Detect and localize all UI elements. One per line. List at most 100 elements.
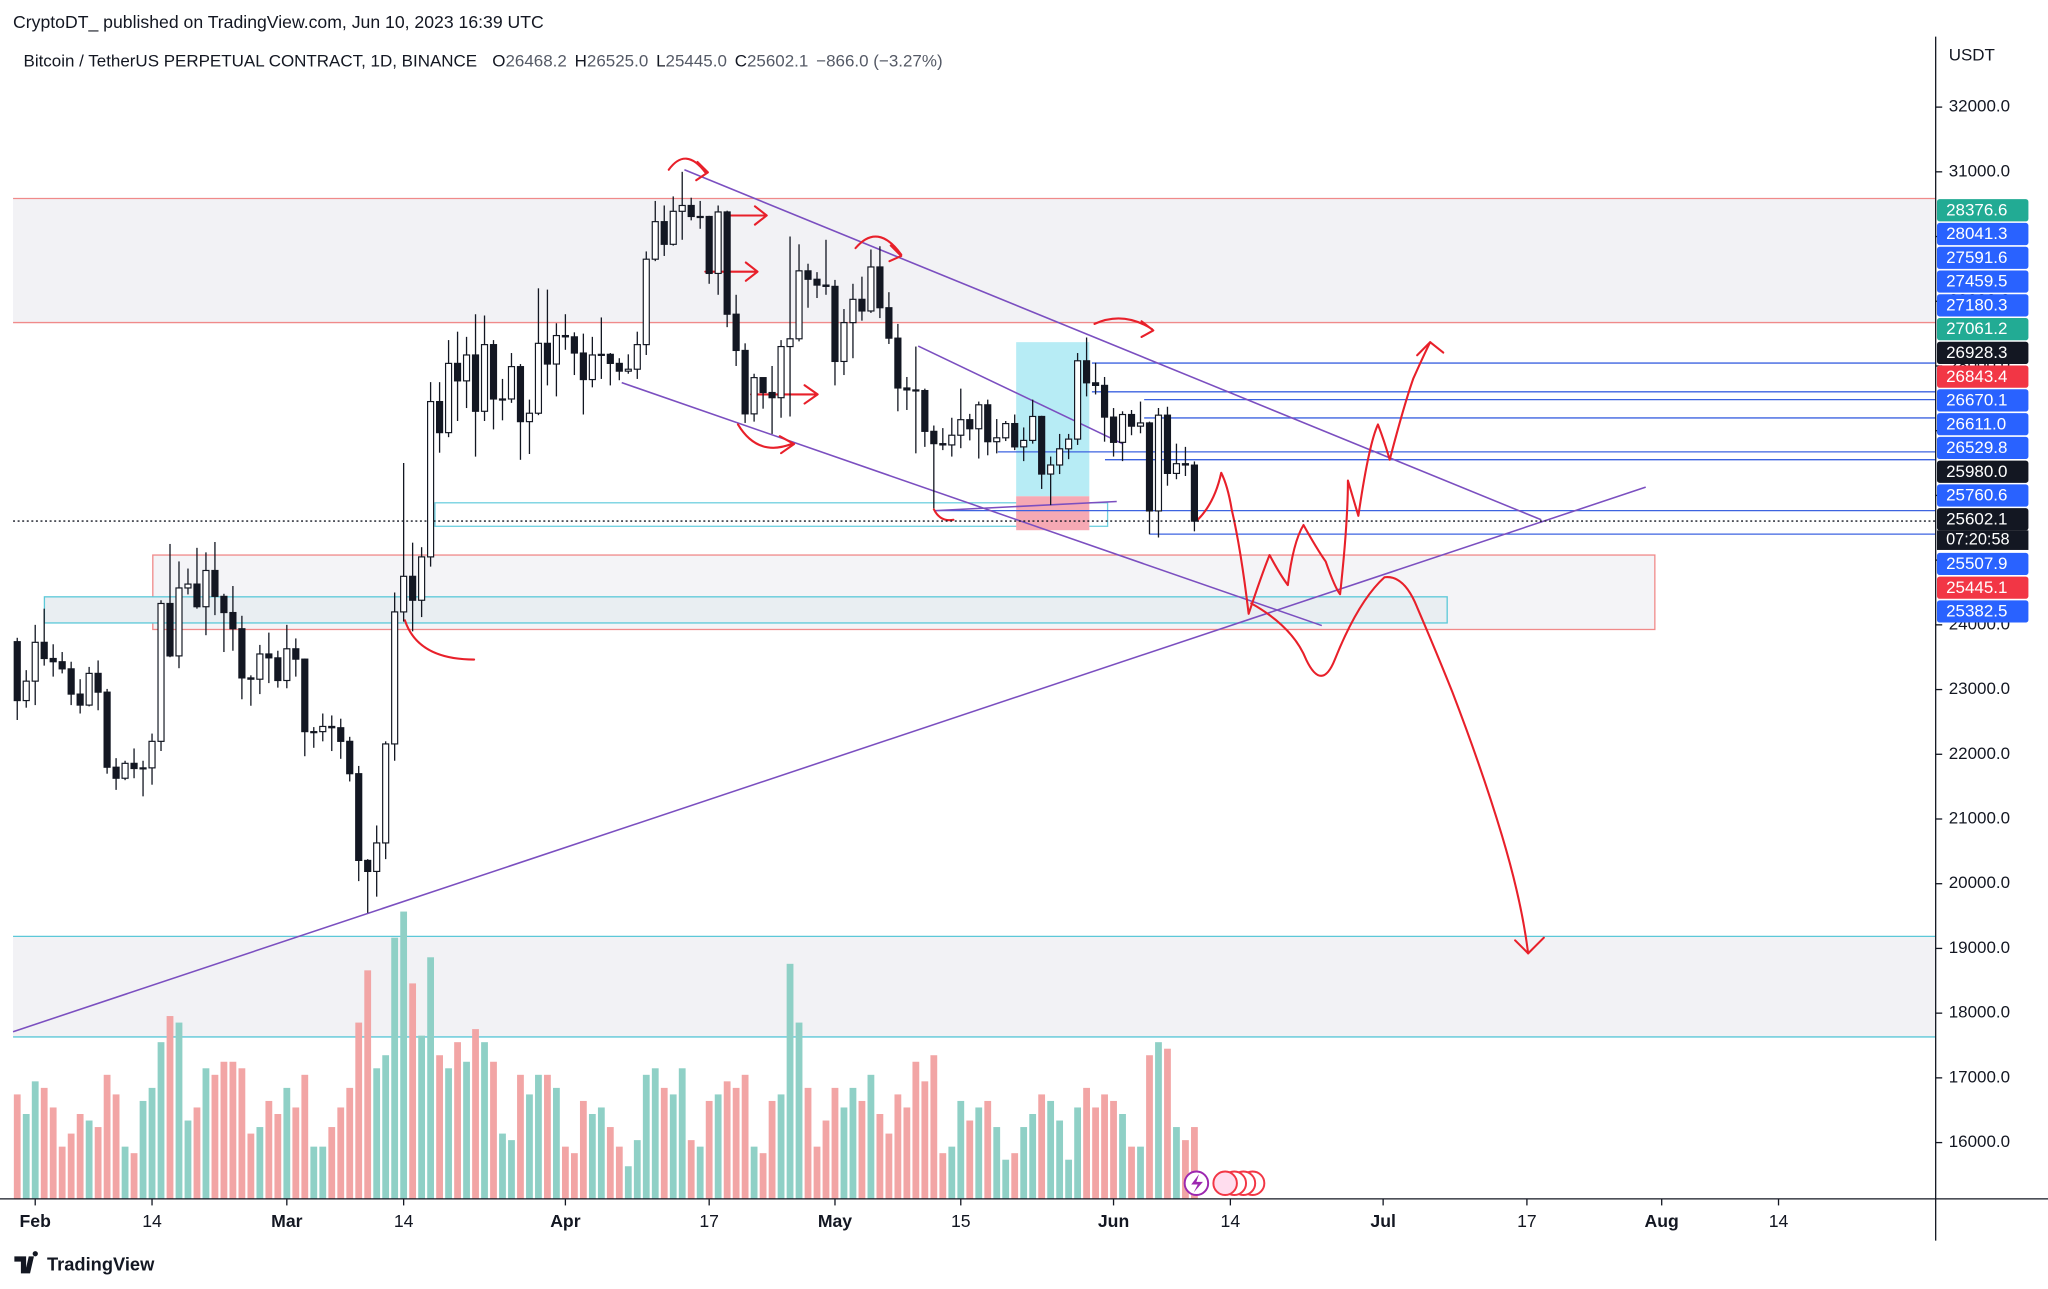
countdown: 07:20:58	[1946, 530, 2010, 548]
volume-bar	[732, 1087, 740, 1199]
candle-body	[1190, 464, 1199, 522]
y-tick-label: 20000.0	[1949, 873, 2010, 892]
volume-bar	[247, 1133, 255, 1199]
candle-body	[1154, 414, 1163, 512]
candle-body	[489, 344, 498, 400]
candle-body	[651, 221, 659, 260]
candle-body	[660, 221, 668, 245]
volume-bar	[867, 1074, 875, 1199]
candle-body	[939, 443, 947, 446]
volume-bar	[382, 1055, 390, 1199]
candle-body	[975, 404, 983, 430]
candle-body	[705, 215, 713, 275]
price-label-box	[1936, 508, 2029, 531]
volume-bar	[508, 1140, 515, 1199]
price-label: 26928.3	[1946, 343, 2007, 362]
brand-name: TradingView	[47, 1253, 155, 1274]
candle-layer	[13, 171, 1199, 913]
candle-body	[283, 648, 291, 682]
price-label-box	[1936, 413, 2029, 436]
volume-bar	[1065, 1159, 1073, 1199]
x-tick-label: Mar	[271, 1211, 302, 1231]
time-axis: Feb 14 Mar 14 Apr 17 May 15 Jun 14 Jul 17 Aug 14	[20, 1198, 1789, 1231]
candle-body	[669, 210, 677, 245]
candle-body	[1136, 422, 1145, 427]
volume-bar	[301, 1074, 309, 1199]
candle-body	[804, 270, 812, 280]
volume-bar	[40, 1087, 48, 1199]
legend-value: 25602.1	[747, 52, 808, 71]
price-label-box	[1936, 436, 2029, 460]
curve	[932, 508, 955, 522]
forecast-down	[1250, 576, 1530, 955]
price-label: 25980.0	[1946, 462, 2007, 481]
volume-bar	[876, 1113, 884, 1199]
candle-body	[1109, 416, 1118, 443]
candle-body	[687, 204, 695, 218]
candle-body	[1181, 463, 1190, 466]
y-tick-label: 21000.0	[1949, 808, 2010, 827]
price-label: 28041.3	[1946, 224, 2007, 243]
candle-body	[588, 354, 596, 381]
candle-body	[337, 727, 345, 742]
volume-bar	[418, 1035, 426, 1199]
candle-body	[822, 284, 830, 287]
forecast-up	[1196, 341, 1432, 615]
curve	[854, 235, 903, 263]
x-tick-label: Jul	[1370, 1211, 1395, 1231]
volume-bar	[544, 1074, 551, 1199]
candle-body	[1020, 439, 1028, 448]
volume-bar	[687, 1140, 695, 1199]
volume-bar	[1002, 1159, 1010, 1199]
trend-lines	[12, 169, 1646, 1033]
volume-bar	[921, 1081, 929, 1199]
legend-change: −866.0 (−3.27%)	[816, 52, 942, 71]
candle-body	[993, 437, 1001, 443]
price-label: 25382.5	[1946, 602, 2007, 621]
volume-bar	[660, 1087, 668, 1199]
volume-bar	[750, 1146, 758, 1199]
candle-body	[750, 377, 758, 415]
candle-body	[265, 653, 273, 659]
candle-body	[930, 430, 938, 445]
volume-bar	[220, 1061, 228, 1199]
volume-bar	[975, 1107, 983, 1199]
candle-body	[247, 677, 255, 680]
candle-body	[220, 595, 228, 614]
candle-body	[202, 569, 210, 608]
candle-body	[525, 412, 534, 423]
candle-body	[1002, 422, 1010, 439]
candle-body	[507, 366, 516, 400]
price-label-box	[1936, 484, 2029, 507]
countdown-box	[1936, 530, 2029, 550]
price-label-box	[1936, 270, 2029, 293]
candle-body	[912, 389, 920, 392]
volume-bar	[588, 1113, 596, 1199]
candle-body	[840, 322, 848, 363]
volume-bar	[103, 1074, 111, 1199]
legend: Bitcoin / TetherUS PERPETUAL CONTRACT, 1…	[24, 52, 943, 71]
legend-key: O	[492, 52, 505, 71]
legend-value: 26525.0	[587, 52, 648, 71]
price-label: 27180.3	[1946, 295, 2007, 314]
volume-bar	[274, 1113, 282, 1199]
candle-body	[292, 648, 300, 660]
logo-mark	[14, 1251, 38, 1274]
candle-body	[112, 766, 120, 779]
candle-body	[777, 345, 785, 399]
curve	[403, 619, 476, 661]
volume-bar	[579, 1100, 587, 1199]
candle-body	[301, 658, 309, 733]
candle-body	[67, 668, 75, 695]
volume-bar	[606, 1127, 614, 1199]
candle-body	[328, 725, 336, 729]
candle-body	[786, 338, 794, 348]
candle-body	[579, 352, 587, 381]
candle-body	[435, 400, 444, 434]
x-tick-label: Jun	[1098, 1211, 1129, 1231]
volume-bar	[130, 1153, 138, 1199]
x-tick-label: Feb	[20, 1211, 52, 1231]
candle-body	[355, 773, 363, 862]
candle-body	[1082, 360, 1091, 384]
